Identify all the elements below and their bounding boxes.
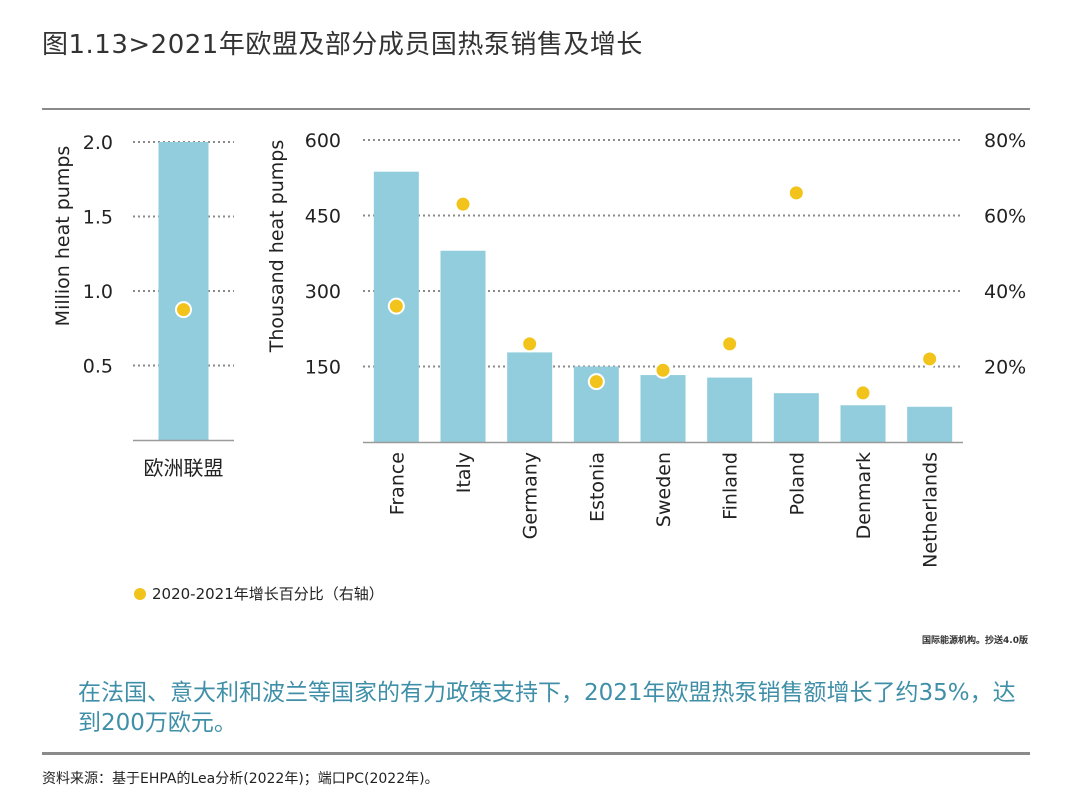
y-axis-label: Thousand heat pumps	[266, 140, 288, 353]
bar-denmark	[840, 405, 886, 442]
growth-dot-poland	[787, 184, 805, 202]
growth-dot-france	[387, 297, 405, 315]
growth-dot-finland	[721, 335, 739, 353]
y-tick-label: 1.0	[83, 281, 113, 303]
source-note: 资料来源：基于EHPA的Lea分析(2022年)；端口PC(2022年)。	[42, 771, 439, 787]
bottom-divider	[42, 752, 1030, 755]
category-label: Sweden	[653, 452, 675, 527]
growth-dot-denmark	[854, 384, 872, 402]
highlight-caption: 在法国、意大利和波兰等国家的有力政策支持下，2021年欧盟热泵销售额增长了约35…	[78, 680, 1016, 736]
y-tick-label: 450	[305, 206, 341, 228]
top-divider	[42, 108, 1030, 110]
y-tick-label: 1.5	[83, 207, 113, 229]
y-tick-label: 0.5	[83, 356, 113, 378]
y-tick-label: 300	[305, 281, 341, 303]
chart-area: 2.0 1.5 1.0 0.5 欧洲联盟 Million heat pumps 600 80%…	[52, 130, 1026, 568]
y-tick-label: 2.0	[83, 132, 113, 154]
y2-tick-label: 40%	[984, 281, 1026, 303]
category-label: Finland	[720, 452, 742, 520]
bar-netherlands	[907, 406, 953, 442]
category-label: 欧洲联盟	[144, 456, 224, 480]
category-label: Estonia	[586, 452, 608, 522]
legend-dot-icon	[134, 587, 146, 600]
y2-tick-label: 20%	[984, 357, 1026, 379]
category-label: Poland	[786, 452, 808, 515]
growth-dot-netherlands	[921, 350, 939, 368]
bar-finland	[707, 377, 753, 442]
category-label: Netherlands	[920, 452, 942, 568]
bar-sweden	[640, 375, 686, 442]
growth-dot-sweden	[654, 361, 672, 379]
category-label: Italy	[453, 452, 475, 493]
category-label: Denmark	[853, 452, 875, 539]
bar-poland	[773, 393, 819, 442]
y2-tick-label: 80%	[984, 130, 1026, 152]
bar-italy	[440, 250, 486, 442]
chart-title: 图1.13>2021年欧盟及部分成员国热泵销售及增长	[42, 30, 643, 60]
category-label: France	[386, 452, 408, 515]
growth-dot-eu	[175, 301, 192, 319]
legend: 2020-2021年增长百分比（右轴）	[134, 583, 384, 604]
growth-dot-germany	[521, 335, 539, 353]
y-tick-label: 600	[305, 130, 341, 152]
category-label: Germany	[520, 452, 542, 539]
credit-text: 国际能源机构。抄送4.0版	[922, 636, 1028, 646]
legend-label: 2020-2021年增长百分比（右轴）	[152, 585, 384, 603]
bar-eu	[158, 142, 209, 440]
growth-dot-estonia	[587, 373, 605, 391]
y-tick-label: 150	[305, 357, 341, 379]
growth-dot-italy	[454, 195, 472, 213]
bar-germany	[507, 352, 553, 442]
y2-tick-label: 60%	[984, 206, 1026, 228]
y-axis-label: Million heat pumps	[52, 146, 74, 327]
